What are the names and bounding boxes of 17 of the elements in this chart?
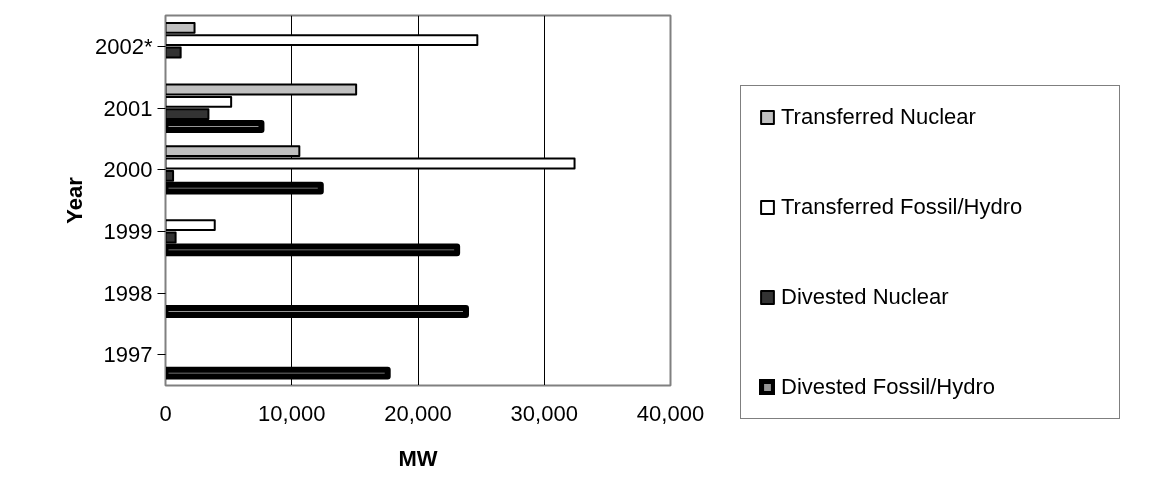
x-tick-label: 10,000 (258, 400, 326, 426)
y-tick-label: 1997 (103, 342, 153, 368)
legend-label: Transferred Nuclear (781, 104, 977, 130)
x-tick-label: 0 (159, 400, 172, 426)
legend-label: Divested Fossil/Hydro (781, 374, 996, 400)
legend-label: Transferred Fossil/Hydro (781, 194, 1024, 220)
x-tick-label: 30,000 (510, 400, 578, 426)
x-tick-label: 20,000 (384, 400, 452, 426)
y-tick-label: 1999 (103, 218, 153, 244)
x-tick-label: 40,000 (636, 400, 705, 426)
x-axis-title: MW (398, 445, 438, 471)
y-tick-label: 2001 (103, 95, 153, 121)
y-tick-label: 1998 (103, 280, 153, 306)
legend-label: Divested Nuclear (781, 284, 950, 310)
y-tick-label: 2002* (95, 33, 153, 59)
y-axis-title: Year (62, 176, 87, 224)
y-tick-label: 2000 (103, 157, 153, 183)
